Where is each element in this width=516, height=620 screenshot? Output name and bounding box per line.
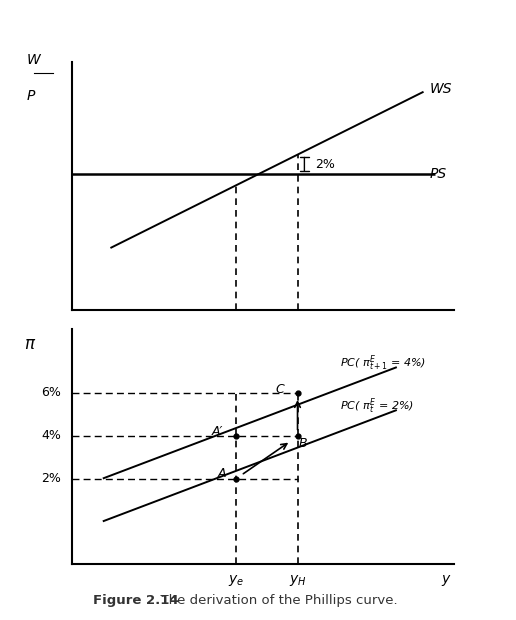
Text: 4%: 4%: [41, 429, 61, 442]
Text: $N_e$: $N_e$: [228, 330, 246, 346]
Text: A′: A′: [212, 425, 223, 438]
Text: PC( $\pi^E_{t+1}$ = 4%): PC( $\pi^E_{t+1}$ = 4%): [340, 353, 426, 373]
Text: $\pi$: $\pi$: [24, 335, 36, 353]
Text: B: B: [299, 436, 308, 450]
Text: 6%: 6%: [41, 386, 61, 399]
Text: $P$: $P$: [26, 89, 37, 104]
Text: $y_e$: $y_e$: [229, 573, 245, 588]
Text: 2%: 2%: [315, 159, 334, 171]
Text: 2%: 2%: [41, 472, 61, 485]
Text: A: A: [218, 467, 226, 480]
Text: PC( $\pi^E_t$ = 2%): PC( $\pi^E_t$ = 2%): [340, 396, 413, 415]
Text: WS: WS: [429, 82, 452, 96]
Text: $y$: $y$: [441, 573, 452, 588]
Text: Figure 2.14: Figure 2.14: [93, 594, 179, 606]
Text: PS: PS: [429, 167, 446, 180]
Text: The derivation of the Phillips curve.: The derivation of the Phillips curve.: [152, 594, 398, 606]
Text: C: C: [276, 383, 285, 396]
Text: $N_H$: $N_H$: [288, 330, 307, 346]
Text: $W$: $W$: [26, 53, 43, 67]
Text: $N$: $N$: [441, 330, 453, 344]
Text: $y_H$: $y_H$: [289, 573, 307, 588]
